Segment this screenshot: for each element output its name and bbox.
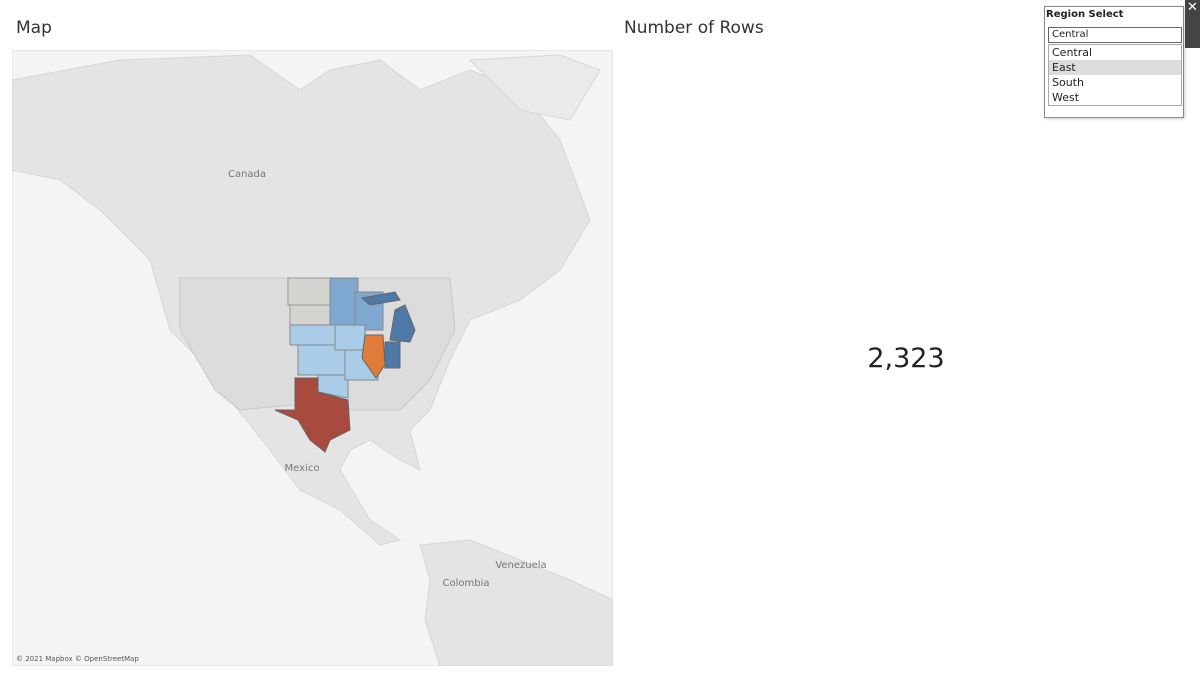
filter-dropdown[interactable]: Central xyxy=(1048,27,1182,43)
filter-option[interactable]: Central xyxy=(1052,46,1093,59)
filter-option[interactable]: South xyxy=(1052,76,1084,89)
close-button[interactable]: ✕ xyxy=(1185,0,1200,48)
state-nd[interactable] xyxy=(287,277,331,306)
state-in[interactable] xyxy=(384,341,401,369)
state-ne[interactable] xyxy=(289,324,339,346)
state-ia[interactable] xyxy=(334,324,366,351)
map-labels: Canada Mexico Venezuela Colombia xyxy=(228,169,547,589)
map-label: Mexico xyxy=(285,463,320,474)
filter-title: Region Select xyxy=(1046,9,1124,20)
map[interactable]: Canada Mexico Venezuela Colombia © 2021 Map… xyxy=(12,50,613,666)
state-tx[interactable] xyxy=(274,377,351,453)
map-label: Canada xyxy=(228,169,266,180)
state-il[interactable] xyxy=(361,334,386,379)
state-sd[interactable] xyxy=(289,304,333,326)
filter-option[interactable]: West xyxy=(1052,91,1080,104)
land-south-america xyxy=(419,539,613,666)
map-title: Map xyxy=(16,18,52,38)
filter-options: Central East South West xyxy=(1048,44,1182,106)
filter-option[interactable]: East xyxy=(1049,60,1181,75)
kpi-value: 2,323 xyxy=(867,343,945,374)
map-label: Venezuela xyxy=(495,560,546,571)
state-mn[interactable] xyxy=(329,277,359,326)
state-mi[interactable] xyxy=(360,291,416,343)
map-attribution: © 2021 Mapbox © OpenStreetMap xyxy=(16,655,139,663)
land-greenland xyxy=(468,54,601,121)
kpi-title: Number of Rows xyxy=(624,18,764,38)
map-label: Colombia xyxy=(443,578,490,589)
